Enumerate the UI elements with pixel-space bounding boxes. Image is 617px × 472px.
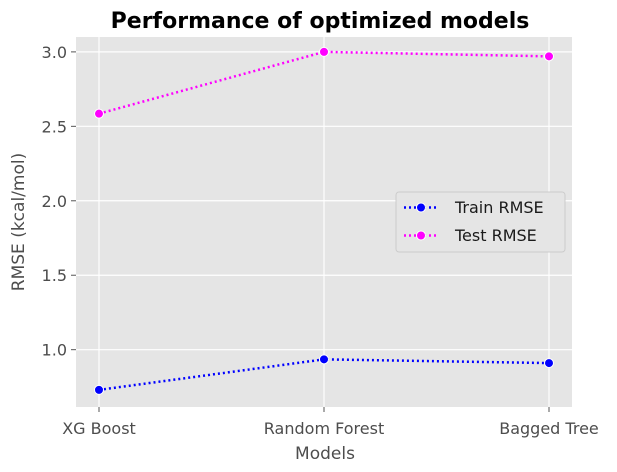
y-tick-label: 2.5: [42, 117, 67, 136]
y-tick-label: 2.0: [42, 192, 67, 211]
tick-labels: 1.0 1.5 2.0 2.5 3.0 XG Boost Random Forest Bagg…: [42, 43, 599, 438]
x-tick-label: XG Boost: [62, 419, 136, 438]
data-point-test: [94, 108, 104, 119]
legend-marker-test: [416, 230, 426, 241]
y-tick-label: 3.0: [42, 43, 67, 62]
x-tick-label: Random Forest: [264, 419, 384, 438]
x-tick-label: Bagged Tree: [499, 419, 599, 438]
x-axis-label: Models: [295, 444, 355, 464]
data-point-train: [94, 384, 104, 395]
chart-title: Performance of optimized models: [111, 9, 530, 34]
data-point-train: [319, 354, 329, 365]
y-tick-label: 1.5: [42, 266, 67, 285]
legend-box: [395, 191, 566, 253]
series-line-train: [98, 358, 550, 392]
series-layer: [94, 46, 554, 395]
data-point-train: [544, 358, 554, 369]
y-tick-label: 1.0: [42, 341, 67, 360]
legend-label-train: Train RMSE: [454, 198, 544, 217]
data-point-test: [319, 46, 329, 57]
data-point-test: [544, 51, 554, 62]
legend-marker-train: [416, 202, 426, 213]
legend-label-test: Test RMSE: [454, 226, 537, 245]
legend: Train RMSE Test RMSE: [395, 191, 566, 253]
grid-lines: [76, 37, 572, 407]
y-axis-label: RMSE (kcal/mol): [9, 153, 29, 291]
